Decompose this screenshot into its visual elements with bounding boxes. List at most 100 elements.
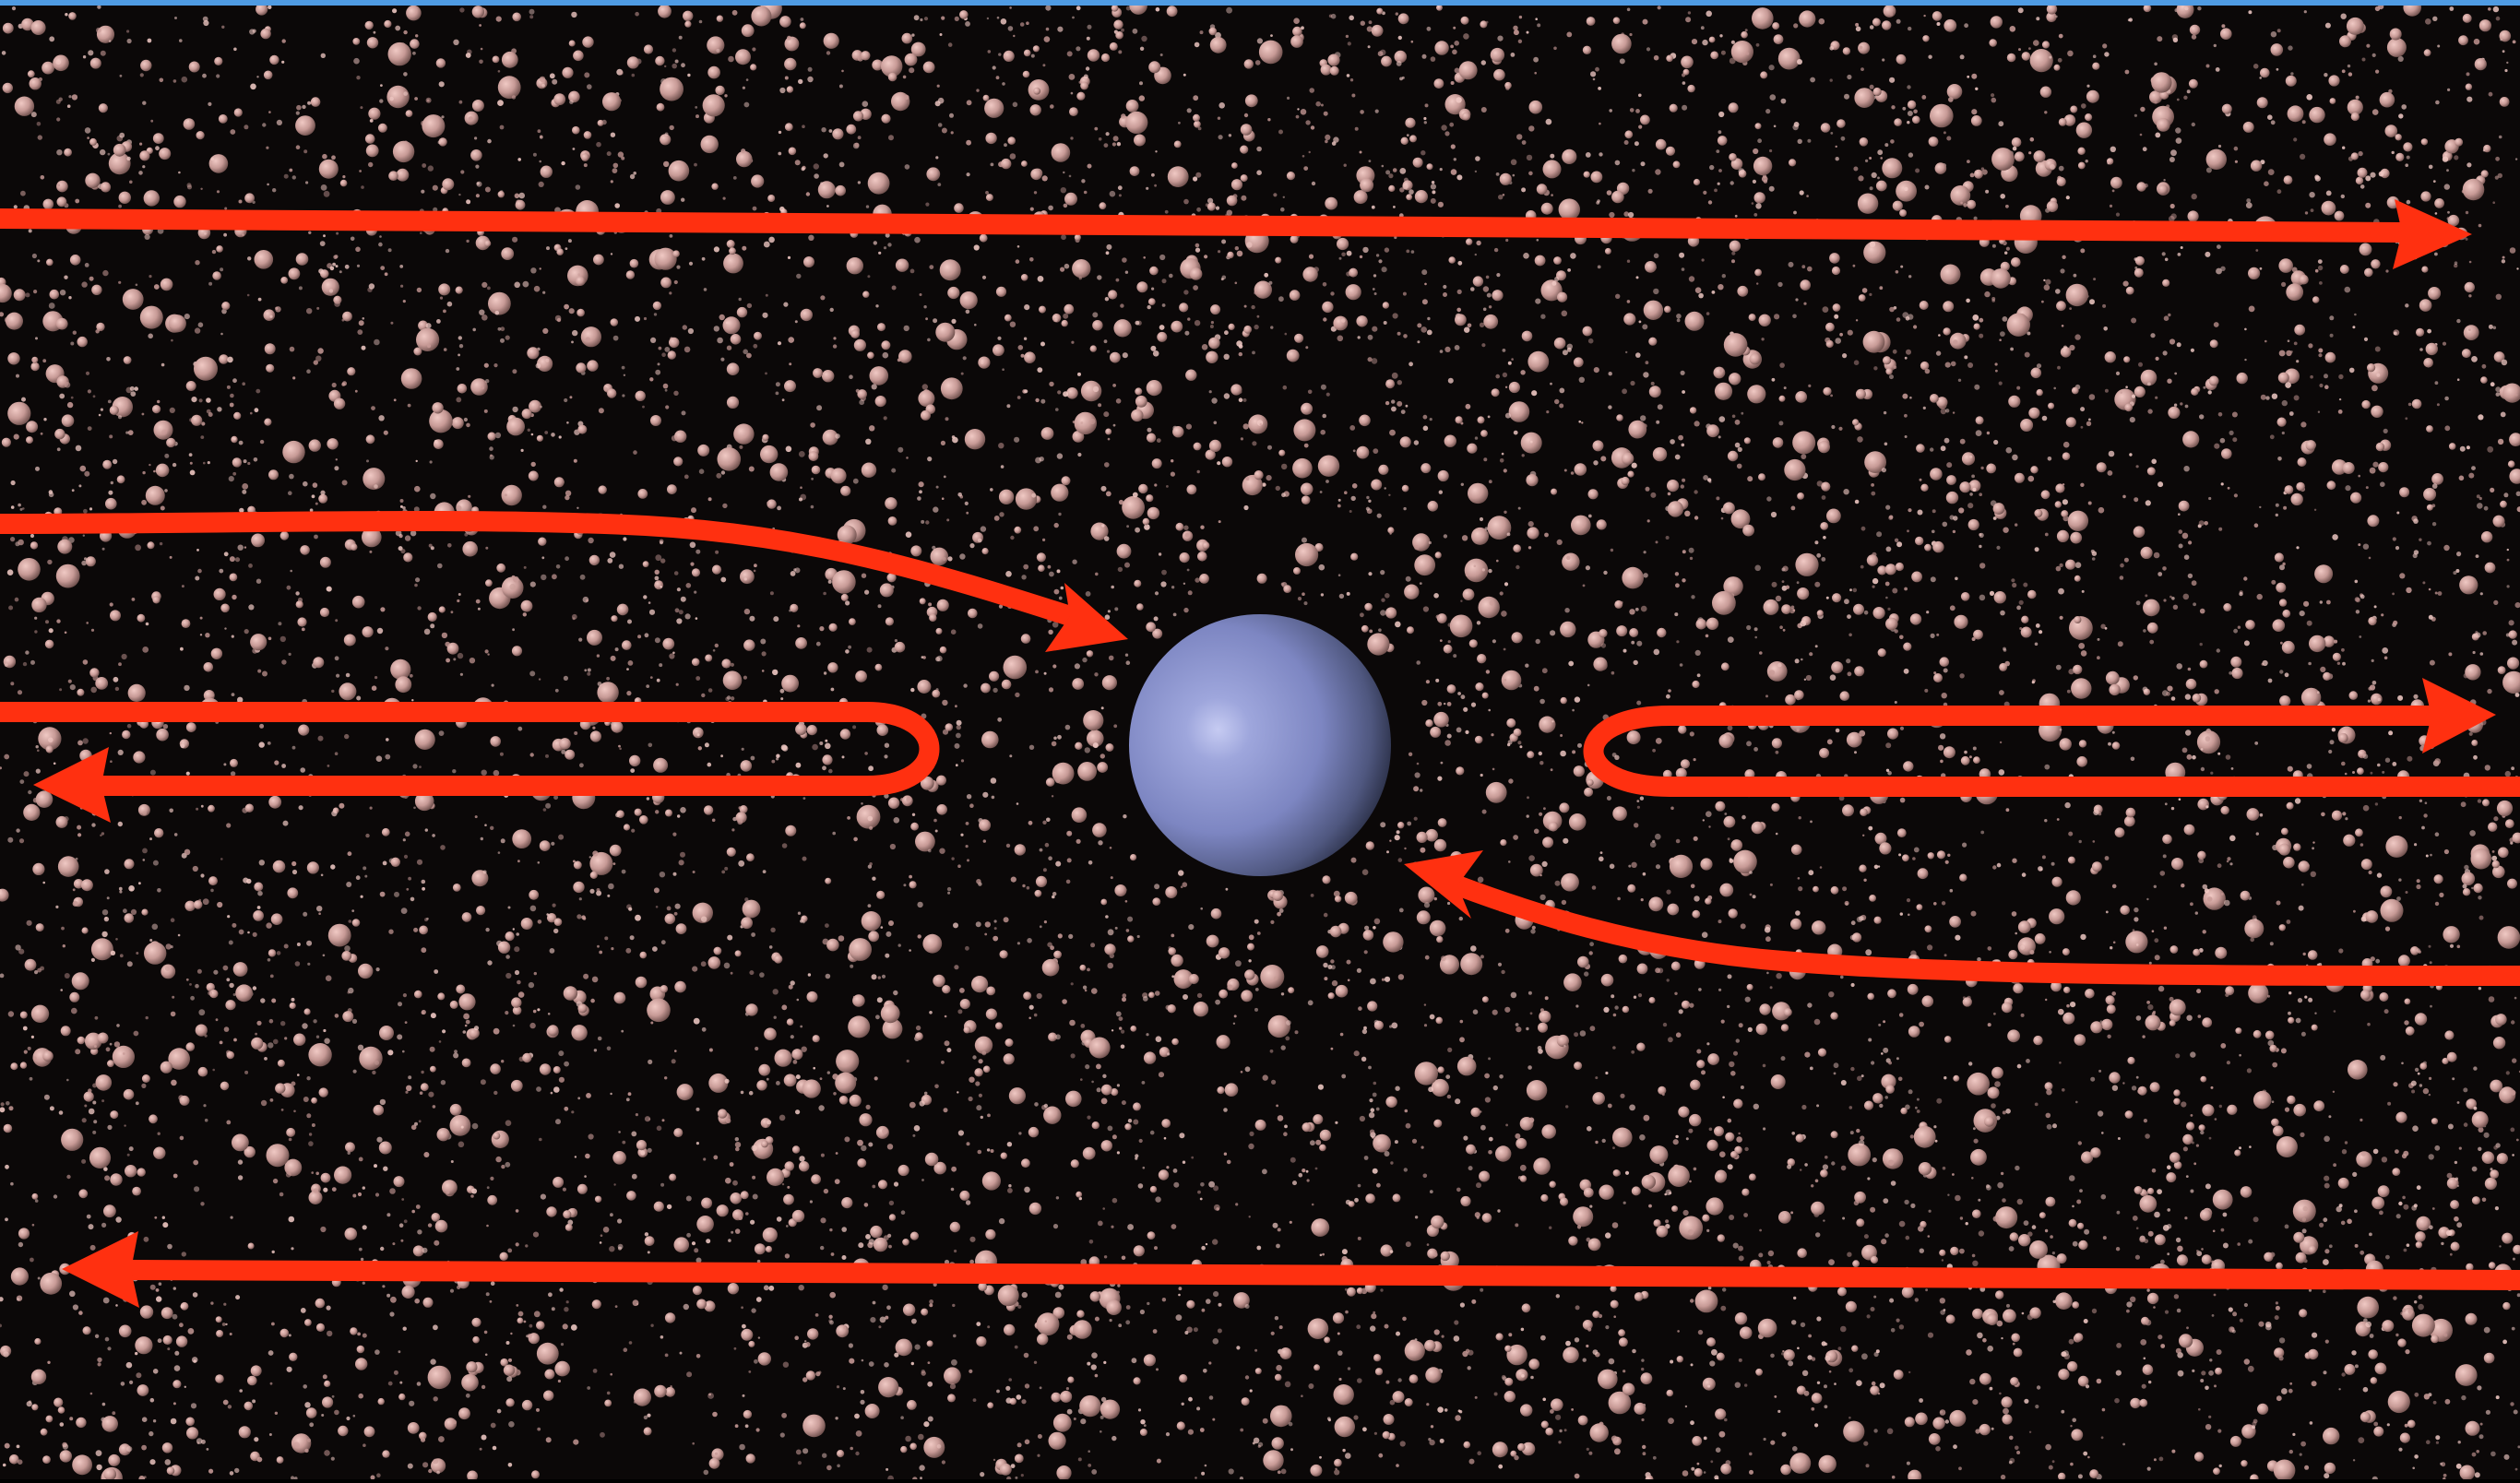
particle <box>1840 976 1844 979</box>
particle <box>924 1092 928 1096</box>
particle <box>783 303 788 307</box>
particle <box>1255 1368 1262 1374</box>
particle <box>793 1060 798 1064</box>
particle <box>84 471 89 477</box>
particle <box>496 564 505 573</box>
particle <box>2312 1333 2317 1338</box>
particle <box>2235 1027 2241 1034</box>
particle <box>1338 1378 1341 1381</box>
particle <box>246 879 251 884</box>
particle <box>781 1413 787 1418</box>
particle <box>2265 396 2269 399</box>
particle <box>655 576 660 581</box>
particle <box>604 1400 612 1407</box>
particle <box>564 1107 568 1111</box>
particle <box>2360 1412 2371 1422</box>
particle <box>1281 464 1287 469</box>
particle <box>1244 969 1254 979</box>
particle <box>421 190 424 194</box>
particle <box>534 972 537 975</box>
particle <box>1098 403 1101 407</box>
particle <box>1632 169 1634 172</box>
particle <box>242 233 244 236</box>
particle <box>983 839 986 842</box>
particle <box>115 938 118 941</box>
particle <box>865 439 871 445</box>
particle <box>1488 516 1512 540</box>
particle <box>1171 1038 1179 1046</box>
particle <box>404 1219 408 1223</box>
particle <box>822 765 826 770</box>
particle <box>1859 1140 1865 1146</box>
particle <box>657 103 665 112</box>
particle <box>619 564 624 569</box>
particle <box>2058 1369 2069 1380</box>
particle <box>1345 1453 1351 1459</box>
particle <box>947 556 952 561</box>
particle <box>1504 469 1507 472</box>
particle <box>2054 65 2061 71</box>
particle <box>738 860 744 867</box>
particle <box>1599 1185 1613 1200</box>
particle <box>1320 430 1325 435</box>
particle <box>1634 1292 1644 1301</box>
particle <box>1138 1408 1141 1411</box>
particle <box>2259 77 2262 79</box>
particle <box>1932 509 1936 513</box>
particle <box>2221 482 2224 485</box>
particle <box>1143 518 1150 526</box>
particle <box>2173 1098 2180 1105</box>
particle <box>1623 1370 1625 1372</box>
particle <box>70 684 76 690</box>
particle <box>1021 634 1031 644</box>
particle <box>1403 292 1407 296</box>
particle <box>1362 869 1369 875</box>
particle <box>1885 1085 1895 1094</box>
particle <box>1050 104 1054 109</box>
particle <box>2035 933 2046 944</box>
particle <box>2358 475 2360 478</box>
particle <box>2143 629 2146 633</box>
particle <box>347 367 355 375</box>
particle <box>1135 528 1140 533</box>
particle <box>2167 1224 2171 1228</box>
particle <box>1944 954 1947 956</box>
particle <box>338 1426 348 1436</box>
particle <box>2102 304 2106 308</box>
particle <box>1539 717 1555 733</box>
particle <box>1943 746 1955 758</box>
particle <box>888 73 897 82</box>
particle <box>493 770 500 777</box>
particle <box>731 828 734 831</box>
particle <box>140 60 151 71</box>
particle <box>1186 424 1192 430</box>
particle <box>1440 168 1443 171</box>
particle <box>782 843 788 848</box>
particle <box>2371 956 2375 961</box>
particle <box>1945 409 1949 412</box>
particle <box>2319 281 2323 285</box>
particle <box>366 459 369 462</box>
particle <box>751 1308 755 1312</box>
particle <box>2018 7 2024 13</box>
particle <box>1883 356 1891 364</box>
particle <box>918 390 934 407</box>
particle <box>1206 203 1209 207</box>
particle <box>684 21 691 28</box>
particle <box>2170 945 2179 954</box>
particle <box>850 965 853 968</box>
particle <box>1315 101 1321 107</box>
particle <box>1415 1216 1418 1218</box>
particle <box>686 1371 692 1377</box>
particle <box>1335 896 1341 902</box>
particle <box>2310 1421 2313 1425</box>
particle <box>1016 259 1020 264</box>
particle <box>374 1164 377 1168</box>
particle <box>210 889 214 893</box>
particle <box>122 730 130 739</box>
particle <box>1358 1237 1361 1240</box>
particle <box>2042 855 2046 859</box>
particle <box>2510 1402 2514 1406</box>
particle <box>467 1471 478 1480</box>
particle <box>1919 1398 1923 1403</box>
